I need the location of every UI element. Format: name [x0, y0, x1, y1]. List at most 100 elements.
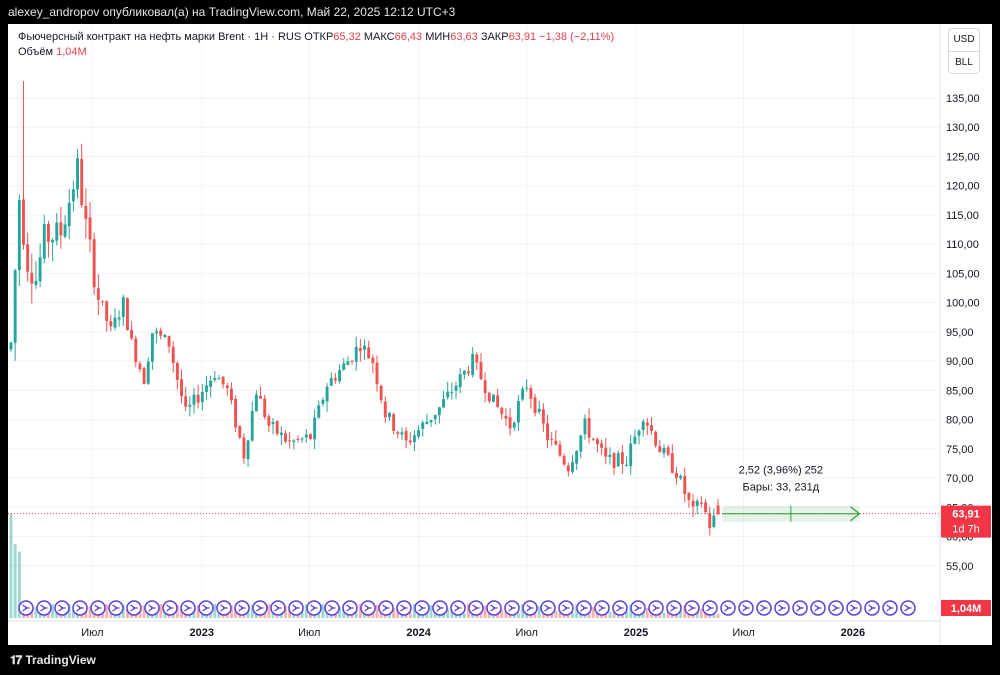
- arrow-glyph: [436, 604, 444, 612]
- volume-bar: [571, 612, 574, 618]
- candle-body: [205, 385, 208, 392]
- x-tick-label: 2026: [841, 627, 865, 639]
- volume-bar: [34, 607, 38, 618]
- volume-bar: [429, 605, 433, 618]
- candle-body: [512, 422, 516, 428]
- candle-body: [558, 444, 562, 456]
- volume-bar: [155, 612, 159, 618]
- candle-body: [155, 331, 159, 334]
- arrow-glyph: [94, 604, 102, 612]
- candle-body: [529, 388, 533, 399]
- candle-body: [159, 330, 163, 336]
- candle-body: [533, 397, 537, 414]
- candle-body: [475, 354, 479, 363]
- candle-body: [329, 378, 333, 386]
- currency-unit-box[interactable]: USD BLL: [948, 28, 980, 74]
- volume-bar: [537, 606, 541, 618]
- arrow-glyph: [184, 604, 192, 612]
- measure-arrowhead: [850, 506, 861, 522]
- x-tick-label: Июл: [298, 627, 320, 639]
- volume-bar: [142, 605, 146, 618]
- candle-body: [101, 300, 104, 302]
- candle-body: [300, 438, 304, 440]
- candle-body: [188, 404, 192, 407]
- volume-bar: [462, 613, 466, 618]
- candle-body: [9, 342, 13, 350]
- candle-body: [296, 438, 300, 440]
- volume-bar: [13, 544, 17, 618]
- candle-body: [333, 378, 337, 381]
- volume-bar: [229, 605, 233, 618]
- arrow-glyph: [166, 604, 174, 612]
- candle-body: [629, 443, 633, 467]
- tradingview-logo[interactable]: 𝟏𝟕 TradingView: [10, 653, 96, 668]
- volume-bar: [625, 611, 629, 618]
- volume-bar: [629, 604, 633, 618]
- arrow-glyph: [760, 604, 768, 612]
- candle-body: [209, 380, 213, 387]
- arrow-glyph: [22, 604, 30, 612]
- volume-tag-value: 1,04M: [951, 603, 982, 615]
- candle-body: [437, 407, 441, 416]
- volume-bar: [699, 608, 703, 618]
- volume-bar: [121, 604, 125, 618]
- high-value: 66,43: [394, 31, 423, 43]
- candle-body: [566, 465, 570, 472]
- chart-frame[interactable]: 55,0060,0065,0070,0075,0080,0085,0090,00…: [8, 24, 992, 645]
- unit-label[interactable]: BLL: [955, 57, 973, 68]
- candle-body: [388, 412, 391, 418]
- candle-body: [674, 472, 678, 479]
- publisher-bar: alexey_andropov опубликовал(а) на Tradin…: [0, 0, 1000, 24]
- volume-bar: [67, 604, 71, 618]
- volume-value: 1,04M: [56, 46, 87, 58]
- candle-body: [541, 409, 545, 424]
- candle-body: [583, 418, 587, 435]
- candle-body: [92, 239, 96, 288]
- currency-label[interactable]: USD: [953, 34, 975, 45]
- volume-label[interactable]: Объём: [18, 46, 54, 58]
- arrow-glyph: [796, 604, 804, 612]
- candle-body: [88, 217, 92, 240]
- volume-bar: [213, 604, 217, 618]
- candle-body: [30, 272, 34, 284]
- candle-body: [508, 417, 512, 429]
- candle-body: [458, 374, 462, 387]
- candle-body: [217, 378, 221, 380]
- candle-body: [471, 353, 475, 375]
- arrow-glyph: [652, 604, 660, 612]
- legend-volume-row: Объём 1,04M: [18, 45, 614, 60]
- candle-body: [138, 363, 142, 370]
- tradingview-logo-icon: 𝟏𝟕: [10, 653, 22, 667]
- candle-body: [400, 432, 404, 435]
- candle-body: [196, 394, 200, 403]
- volume-bar: [645, 607, 649, 618]
- candle-body: [242, 437, 246, 459]
- candle-body: [271, 422, 275, 425]
- symbol-title[interactable]: Фьючерсный контракт на нефть марки Brent…: [18, 31, 302, 43]
- candle-body: [575, 451, 579, 464]
- price-chart[interactable]: 55,0060,0065,0070,0075,0080,0085,0090,00…: [8, 24, 992, 645]
- volume-bar: [55, 612, 59, 618]
- y-tick-label: 120,00: [946, 181, 980, 193]
- candle-body: [175, 362, 179, 380]
- candle-body: [150, 333, 154, 362]
- y-tick-label: 125,00: [946, 151, 980, 163]
- chart-legend: Фьючерсный контракт на нефть марки Brent…: [18, 30, 614, 60]
- volume-bar: [608, 611, 612, 618]
- candle-body: [716, 505, 720, 514]
- volume-bar: [616, 613, 620, 618]
- volume-bar: [180, 608, 183, 618]
- candle-body: [225, 385, 229, 388]
- volume-bar: [304, 604, 308, 618]
- candle-body: [34, 280, 38, 285]
- arrow-glyph: [328, 604, 336, 612]
- publisher-text: alexey_andropov опубликовал(а) на Tradin…: [8, 5, 456, 19]
- candle-body: [379, 385, 383, 401]
- candle-body: [304, 434, 308, 438]
- candle-body: [687, 492, 691, 500]
- candle-body: [313, 417, 317, 440]
- arrow-glyph: [508, 604, 516, 612]
- volume-bar: [425, 610, 429, 618]
- volume-bar: [217, 612, 221, 618]
- candle-body: [180, 379, 183, 397]
